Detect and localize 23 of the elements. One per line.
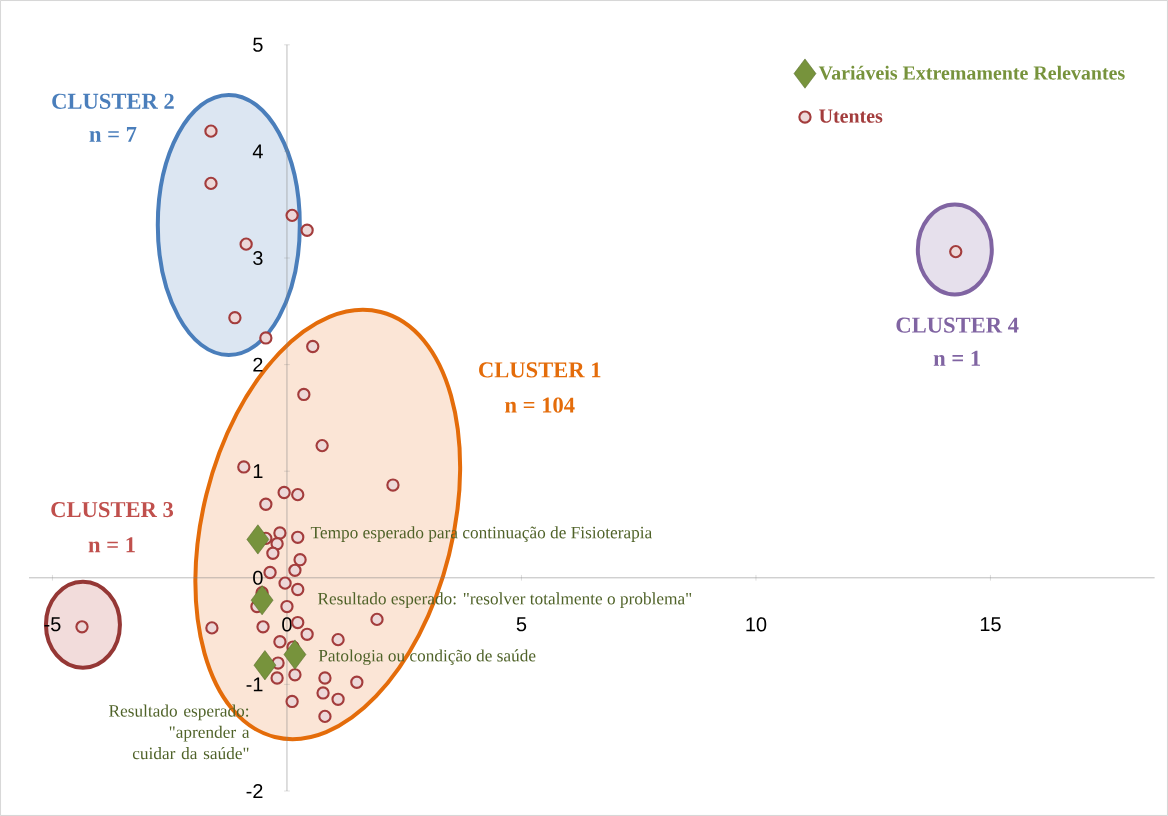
legend-label: Utentes [819, 109, 883, 123]
annotation: n = 1 [933, 350, 980, 366]
y-tick-label: 2 [253, 357, 263, 372]
annotation: CLUSTER 4 [896, 317, 1019, 333]
annotation: n = 104 [505, 397, 575, 413]
y-tick-label: -1 [246, 677, 263, 692]
y-tick-label: 3 [253, 250, 263, 266]
x-tick-label: 5 [516, 617, 527, 632]
x-tick-label: 10 [746, 617, 767, 632]
annotation: n = 7 [89, 126, 137, 142]
x-tick-label: 15 [980, 617, 1001, 632]
annotation: n = 1 [88, 537, 135, 553]
y-tick-label: 4 [252, 144, 263, 159]
y-tick-label: 1 [253, 464, 263, 479]
annotation: CLUSTER 1 [479, 362, 601, 378]
y-tick-label: 0 [253, 570, 263, 585]
annotation: CLUSTER 2 [52, 93, 174, 109]
y-tick-label: 5 [253, 37, 263, 52]
legend-label: Variáveis Extremamente Relevantes [818, 65, 1125, 80]
x-tick-label: 0 [282, 617, 292, 632]
annotation: Patologia ou condição de saúde [318, 649, 536, 666]
y-tick-label: -2 [246, 784, 263, 798]
annotation: CLUSTER 3 [51, 501, 174, 518]
